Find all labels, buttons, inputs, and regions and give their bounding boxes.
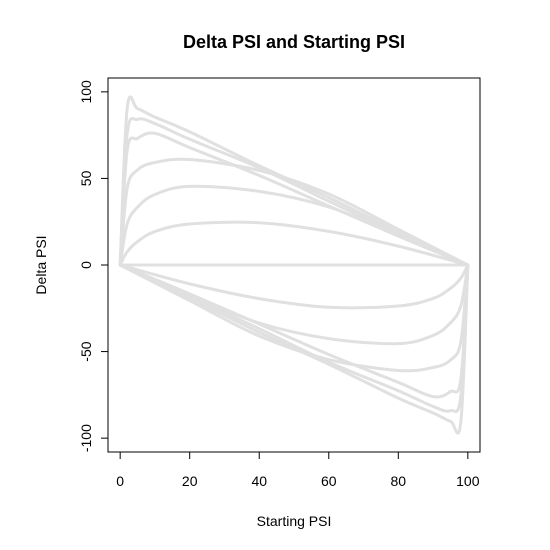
x-tick-label-80: 80: [391, 473, 407, 489]
series-line-13: [120, 265, 468, 433]
y-tick-label-0: 0: [78, 261, 94, 269]
x-tick-label-40: 40: [251, 473, 267, 489]
y-axis-label: Delta PSI: [33, 235, 49, 294]
x-tick-label-60: 60: [321, 473, 337, 489]
chart-title: Delta PSI and Starting PSI: [183, 32, 405, 52]
x-tick-label-20: 20: [182, 473, 198, 489]
x-tick-label-0: 0: [116, 473, 124, 489]
series-layer: [120, 97, 468, 433]
y-tick-label-50: 50: [78, 170, 94, 186]
y-tick-label--100: -100: [78, 424, 94, 452]
x-axis-label: Starting PSI: [257, 513, 332, 529]
y-tick-label-100: 100: [78, 80, 94, 104]
x-tick-label-100: 100: [456, 473, 480, 489]
y-tick-label--50: -50: [78, 341, 94, 361]
axis-layer: 0 20 40 60 80 100 -100 -50 0 50 100: [78, 80, 480, 489]
